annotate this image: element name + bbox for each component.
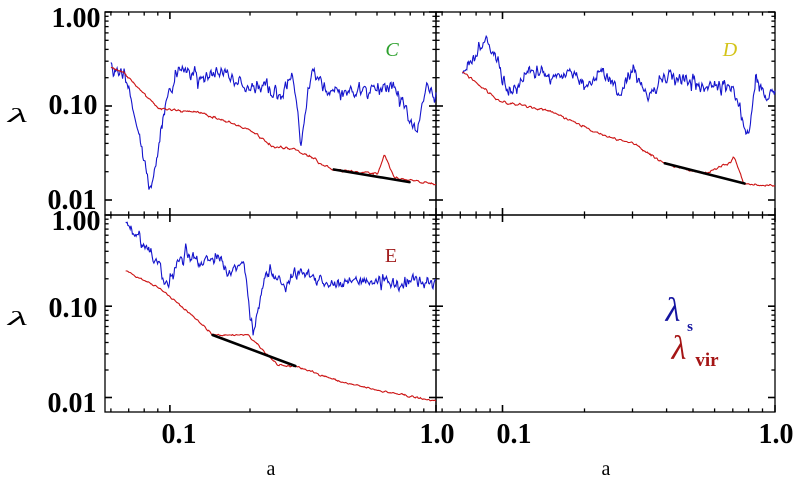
svg-text:C: C: [385, 39, 399, 61]
svg-text:D: D: [722, 39, 738, 61]
svg-text:E: E: [385, 245, 397, 267]
svg-text:λ: λ: [665, 292, 681, 329]
svg-text:s: s: [687, 319, 693, 335]
svg-text:λ: λ: [671, 330, 687, 367]
svg-text:vir: vir: [695, 350, 719, 371]
